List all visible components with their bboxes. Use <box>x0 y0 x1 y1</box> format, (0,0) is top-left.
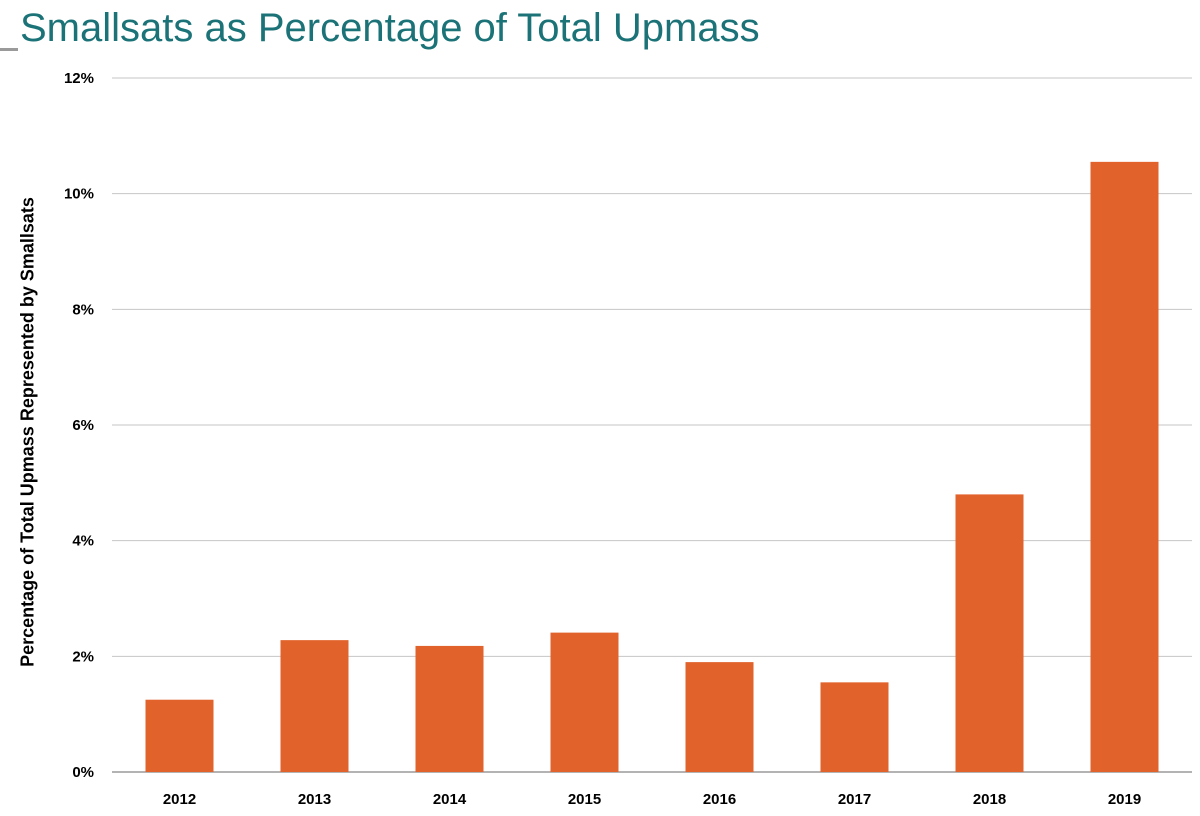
chart-title: Smallsats as Percentage of Total Upmass <box>20 6 760 50</box>
y-tick-label: 8% <box>72 301 94 318</box>
bars <box>145 161 1159 772</box>
bar-2013 <box>280 640 349 772</box>
x-tick-label: 2019 <box>1108 791 1141 808</box>
x-tick-label: 2014 <box>433 791 467 808</box>
bar-2012 <box>145 699 214 772</box>
x-tick-label: 2017 <box>838 791 871 808</box>
y-tick-label: 4% <box>72 533 94 550</box>
bar-2015 <box>550 632 619 772</box>
bar-2014 <box>415 645 484 772</box>
bar-2018 <box>955 494 1024 772</box>
x-tick-label: 2013 <box>298 791 331 808</box>
y-tick-label: 12% <box>64 70 94 87</box>
y-tick-label: 10% <box>64 186 94 203</box>
bar-2017 <box>820 682 889 772</box>
y-axis-ticks: 0% 2% 4% 6% 8% 10% 12% <box>64 70 94 781</box>
y-tick-label: 2% <box>72 648 94 665</box>
bar-2019 <box>1090 161 1159 772</box>
gridlines <box>112 77 1192 773</box>
bar-2016 <box>685 662 754 772</box>
y-tick-label: 0% <box>72 764 94 781</box>
y-tick-label: 6% <box>72 417 94 434</box>
x-tick-label: 2018 <box>973 791 1006 808</box>
x-tick-label: 2012 <box>163 791 196 808</box>
x-tick-label: 2016 <box>703 791 736 808</box>
title-accent-rule <box>0 48 18 51</box>
x-tick-label: 2015 <box>568 791 601 808</box>
x-axis-ticks: 2012 2013 2014 2015 2016 2017 2018 2019 <box>163 791 1141 808</box>
